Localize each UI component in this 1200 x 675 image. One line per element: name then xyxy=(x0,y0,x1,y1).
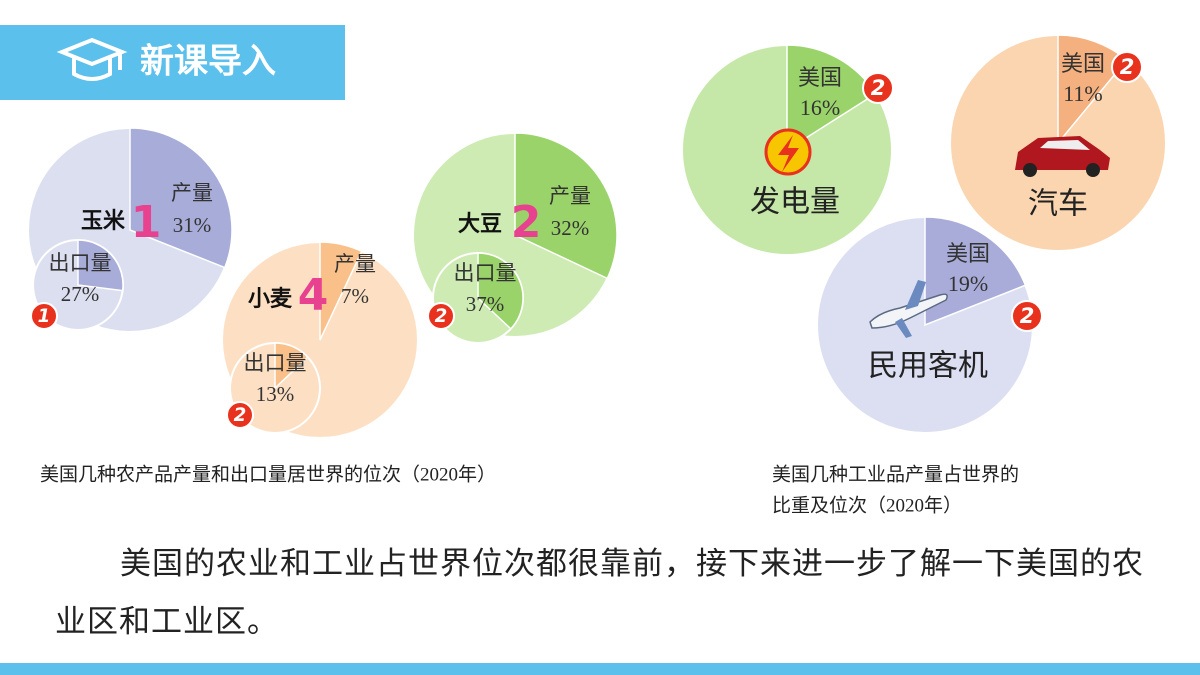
rank-badge xyxy=(427,302,455,330)
plane-wing xyxy=(895,280,926,338)
crop-rank: 4 xyxy=(298,270,329,321)
export-label: 出口量 xyxy=(454,261,517,285)
pie-slice xyxy=(77,239,124,292)
title-bar xyxy=(0,25,345,100)
export-value: 27% xyxy=(61,282,100,306)
pie-slice xyxy=(924,216,1027,327)
crop-rank: 1 xyxy=(131,197,162,248)
plane-icon xyxy=(869,293,948,329)
caption: 美国几种工业品产量占世界的 xyxy=(772,463,1019,485)
pie-slice xyxy=(274,342,309,390)
pie-slice xyxy=(514,132,618,280)
product-name: 汽车 xyxy=(1028,187,1088,222)
export-value: 13% xyxy=(256,382,295,406)
export-label: 出口量 xyxy=(244,351,307,375)
rank-badge-number: 2 xyxy=(435,306,448,327)
car-icon xyxy=(1015,136,1110,170)
rank-badge xyxy=(1111,51,1143,83)
production-value: 7% xyxy=(341,284,369,308)
car-wheel xyxy=(1023,163,1037,177)
car-window xyxy=(1040,140,1090,150)
country-label: 美国 xyxy=(798,65,842,90)
share-value: 11% xyxy=(1063,81,1103,106)
caption: 美国几种农产品产量和出口量居世界的位次（2020年） xyxy=(40,463,496,485)
production-value: 32% xyxy=(551,216,590,240)
cap-icon xyxy=(56,37,128,81)
rank-badge-number: 2 xyxy=(871,76,886,100)
production-value: 31% xyxy=(173,213,212,237)
production-label: 产量 xyxy=(549,184,591,208)
rank-badge-number: 2 xyxy=(234,405,247,426)
bottom-bar xyxy=(0,663,1200,675)
paragraph: 美国的农业和工业占世界位次都很靠前，接下来进一步了解一下美国的农业区和工业区。 xyxy=(55,546,1144,639)
pie-slice xyxy=(477,252,524,330)
rank-badge xyxy=(30,302,58,330)
caption: 比重及位次（2020年） xyxy=(772,494,962,516)
production-label: 产量 xyxy=(334,252,376,276)
power-icon-bolt xyxy=(778,135,799,172)
product-name: 民用客机 xyxy=(868,349,988,384)
car-wheel xyxy=(1086,163,1100,177)
rank-badge-number: 1 xyxy=(38,306,51,327)
title: 新课导入 xyxy=(140,42,276,82)
rank-badge xyxy=(862,72,894,104)
crop-name: 大豆 xyxy=(458,212,502,237)
rank-badge-number: 2 xyxy=(1120,55,1135,79)
rank-badge-number: 2 xyxy=(1020,304,1035,328)
country-label: 美国 xyxy=(946,241,990,266)
crop-name: 小麦 xyxy=(248,286,293,312)
share-value: 16% xyxy=(800,95,840,120)
share-value: 19% xyxy=(948,271,988,296)
crop-name: 玉米 xyxy=(81,209,126,234)
export-value: 37% xyxy=(466,292,505,316)
export-label: 出口量 xyxy=(49,251,112,275)
production-label: 产量 xyxy=(171,181,213,205)
crop-rank: 2 xyxy=(511,197,542,248)
rank-badge xyxy=(1011,300,1043,332)
pie-slice xyxy=(129,127,233,269)
rank-badge xyxy=(226,401,254,429)
pie-slice xyxy=(319,241,363,341)
product-name: 发电量 xyxy=(750,185,840,220)
country-label: 美国 xyxy=(1061,51,1105,76)
